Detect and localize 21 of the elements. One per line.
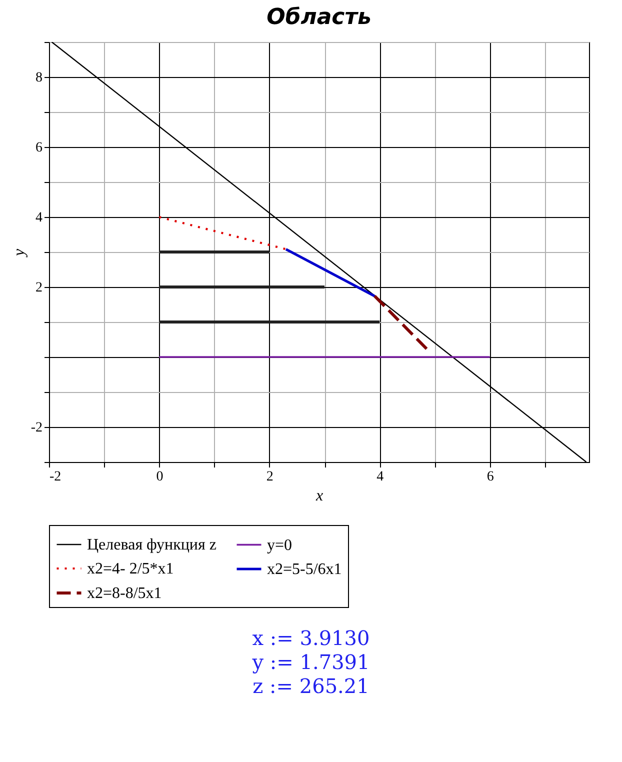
- x-tick-label: 6: [486, 470, 494, 484]
- legend-label: x2=4- 2/5*x1: [87, 560, 174, 578]
- y-tick-label: 6: [36, 140, 42, 156]
- y-tick-label: 4: [36, 210, 42, 226]
- y-axis-title: y: [10, 248, 28, 258]
- x-tick-label: -2: [50, 470, 62, 484]
- legend-label: x2=8-8/5x1: [87, 585, 162, 602]
- x-axis-title: x: [314, 488, 324, 504]
- x-tick-label: 2: [266, 470, 274, 484]
- y-tick-label: 8: [36, 70, 42, 86]
- legend-label: x2=5-5/6x1: [267, 561, 342, 578]
- legend-label: Целевая функция z: [87, 536, 216, 554]
- y-tick-label: 2: [36, 280, 42, 296]
- chart-title: Область: [266, 5, 372, 30]
- legend-label: y=0: [267, 536, 292, 554]
- x-tick-label: 4: [376, 470, 384, 484]
- y-tick-label: -2: [30, 420, 42, 436]
- x-tick-label: 0: [156, 470, 164, 484]
- text: z := 265.21: [252, 674, 370, 698]
- text: x := 3.9130: [251, 626, 371, 650]
- text: y := 1.7391: [251, 650, 371, 674]
